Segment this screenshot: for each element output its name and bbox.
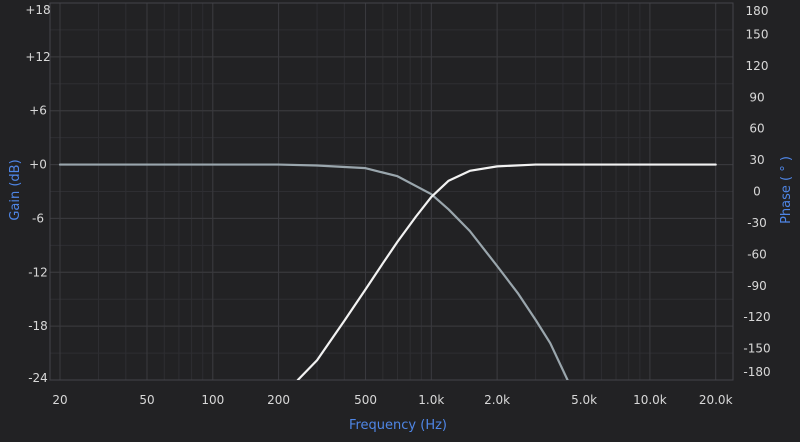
x-tick-label: 20.0k [699,393,733,407]
right-tick-label: -90 [747,279,767,293]
x-tick-label: 100 [201,393,224,407]
right-tick-label: -30 [747,216,767,230]
left-tick-label: +6 [29,104,47,118]
left-tick-label: -6 [32,211,44,225]
right-tick-label: 180 [746,4,769,18]
x-axis-ticks: 20 50 100 200 500 1.0k 2.0k 5.0k 10.0k 20.0k [52,393,732,407]
x-tick-label: 500 [354,393,377,407]
right-tick-label: -120 [743,310,770,324]
left-tick-label: -24 [28,371,48,385]
x-tick-label: 5.0k [571,393,597,407]
left-tick-label: +12 [25,50,50,64]
right-tick-label: 150 [746,27,769,41]
left-tick-label: -12 [28,265,48,279]
right-tick-label: 120 [746,59,769,73]
right-tick-label: 60 [749,122,764,136]
x-axis-title: Frequency (Hz) [349,418,447,433]
plot-frame [49,2,734,381]
left-axis-ticks: +18 +12 +6 +0 -6 -12 -18 -24 [25,3,50,385]
x-tick-label: 2.0k [484,393,510,407]
right-tick-label: 90 [749,90,764,104]
series-layer [58,163,717,380]
series-line-2 [296,163,717,380]
series-line-1 [58,163,569,380]
x-tick-label: 20 [52,393,67,407]
x-tick-label: 10.0k [633,393,667,407]
x-tick-label: 50 [139,393,154,407]
left-tick-label: +18 [25,3,50,17]
right-tick-label: 0 [753,185,761,199]
left-tick-label: +0 [29,158,47,172]
right-axis-ticks: 180 150 120 90 60 30 0 -30 -60 -90 -120 -150 -180 [743,4,770,379]
right-tick-label: -60 [747,247,767,261]
right-tick-label: -180 [743,365,770,379]
left-axis-title: Gain (dB) [8,159,23,220]
minor-grid [50,2,733,381]
right-tick-label: -150 [743,342,770,356]
left-tick-label: -18 [28,319,48,333]
x-tick-label: 1.0k [418,393,444,407]
x-tick-label: 200 [267,393,290,407]
right-tick-label: 30 [749,153,764,167]
right-axis-title: Phase ( ° ) [779,156,794,224]
